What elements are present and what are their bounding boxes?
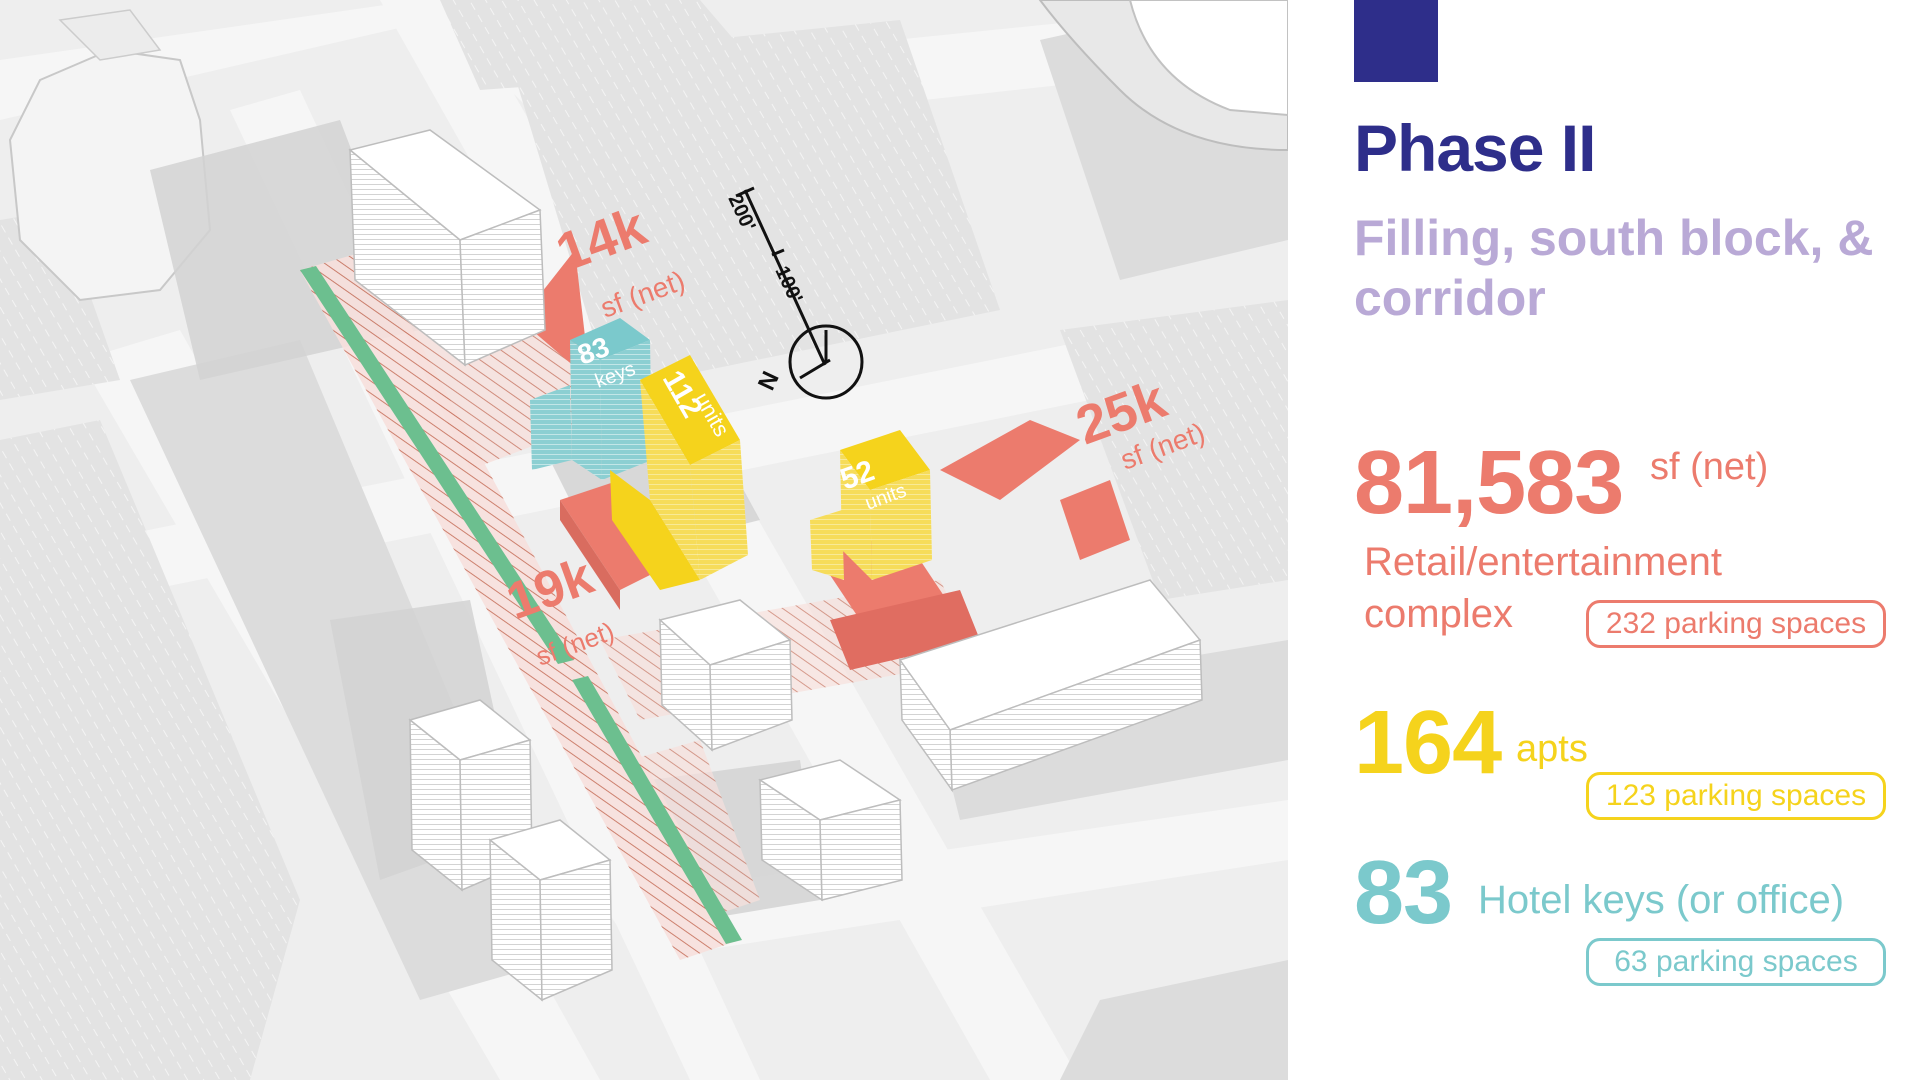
hotel-parking-badge: 63 parking spaces bbox=[1586, 938, 1886, 986]
hotel-tower bbox=[530, 318, 652, 480]
phase-subtitle: Filling, south block, & corridor bbox=[1354, 210, 1874, 326]
hotel-unit: Hotel keys (or office) bbox=[1478, 878, 1845, 922]
site-axonometric-map: 14k sf (net) 19k sf (net) 25k sf (net) 8… bbox=[0, 0, 1288, 1080]
retail-unit: sf (net) bbox=[1650, 446, 1769, 488]
phase-title: Phase II bbox=[1354, 111, 1596, 185]
retail-value: 81,583 bbox=[1354, 433, 1624, 533]
apartments-value: 164 bbox=[1354, 693, 1502, 793]
parking-lots bbox=[0, 0, 1288, 1080]
hotel-value: 83 bbox=[1354, 843, 1453, 943]
info-panel: Phase II Filling, south block, & corrido… bbox=[1288, 0, 1920, 1080]
octagon-building bbox=[8, 9, 212, 302]
white-towers bbox=[348, 129, 1203, 1002]
retail-label-line1: Retail/entertainment bbox=[1364, 540, 1722, 584]
stadium-building bbox=[1038, 0, 1288, 152]
apartments-unit: apts bbox=[1516, 728, 1588, 770]
retail-parking-badge: 232 parking spaces bbox=[1586, 600, 1886, 648]
apartment-tower-112 bbox=[610, 355, 748, 590]
north-arrow-scale bbox=[735, 186, 864, 400]
apartments-parking-badge: 123 parking spaces bbox=[1586, 772, 1886, 820]
retail-label-line2: complex bbox=[1364, 592, 1513, 636]
accent-square bbox=[1354, 0, 1438, 82]
apartment-tower-52 bbox=[810, 430, 932, 580]
greenway-strips bbox=[300, 266, 742, 944]
